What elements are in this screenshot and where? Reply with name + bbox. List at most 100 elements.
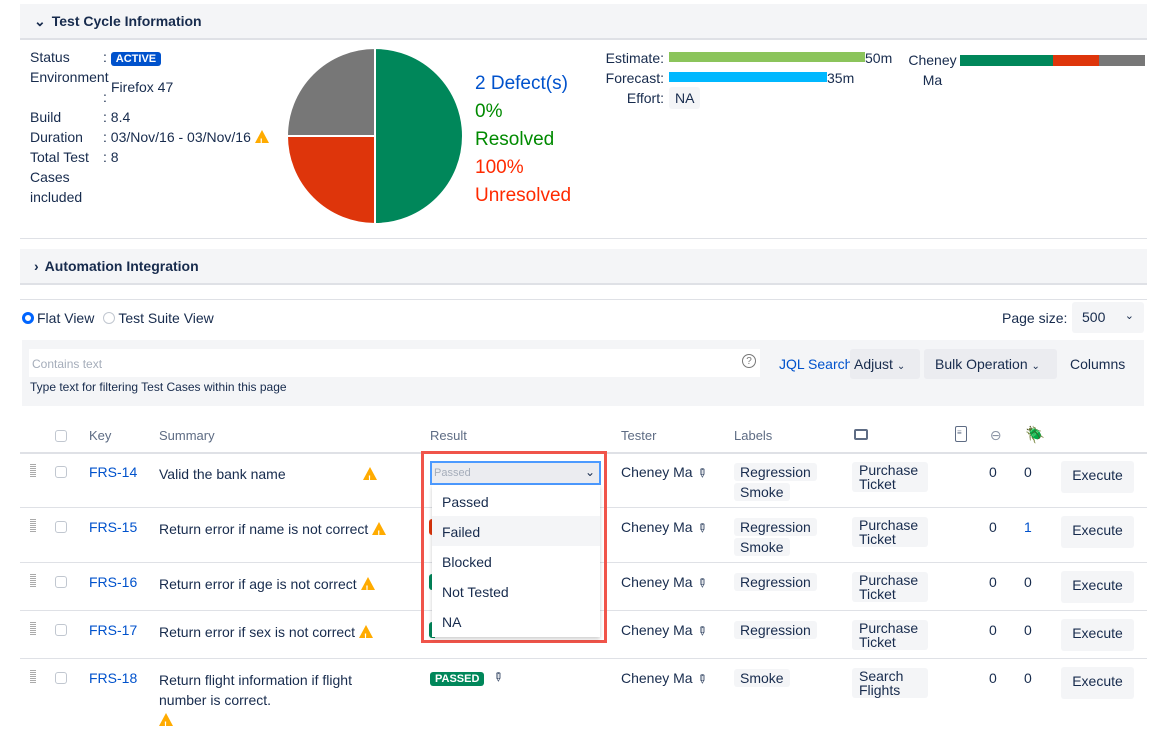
row-checkbox[interactable]	[55, 521, 67, 533]
col-labels[interactable]: Labels	[734, 428, 773, 443]
component-tag: Purchase Ticket	[852, 620, 928, 650]
label-tag: Regression	[734, 621, 817, 639]
result-select[interactable]: Passed ⌄	[430, 461, 601, 485]
flat-view-radio[interactable]	[22, 312, 34, 324]
drag-handle-icon[interactable]	[30, 670, 36, 684]
flat-view-label[interactable]: Flat View	[37, 310, 95, 326]
defect-summary: 2 Defect(s) 0% Resolved 100% Unresolved	[475, 70, 571, 210]
summary-cell: Return error if name is not correct	[159, 519, 419, 544]
estimate-bar	[669, 52, 865, 62]
environment-label: Environment	[30, 69, 109, 85]
execute-button[interactable]: Execute	[1061, 461, 1134, 493]
result-option-na[interactable]: NA	[442, 614, 462, 630]
forecast-value: 35m	[827, 70, 855, 86]
page-size-select[interactable]: 500 ⌄	[1072, 302, 1144, 333]
pie-slice-failed	[286, 135, 376, 226]
result-option-passed[interactable]: Passed	[442, 494, 489, 510]
test-step-count: 0	[989, 670, 997, 686]
row-checkbox[interactable]	[55, 576, 67, 588]
row-divider	[20, 658, 1147, 659]
defect-count-link[interactable]: 2 Defect(s)	[475, 73, 568, 94]
drag-handle-icon[interactable]	[30, 464, 36, 478]
summary-cell: Valid the bank name	[159, 464, 419, 489]
tester-name: Cheney Ma	[621, 670, 693, 686]
col-summary[interactable]: Summary	[159, 428, 215, 443]
edit-icon[interactable]: ✎	[693, 464, 711, 482]
bug-icon: 🪲	[1025, 427, 1045, 444]
environment-value: Firefox 47	[111, 79, 174, 95]
edit-icon[interactable]: ✎	[489, 668, 507, 686]
col-key[interactable]: Key	[89, 428, 112, 443]
tester-name: Cheney Ma	[621, 519, 693, 535]
execute-button[interactable]: Execute	[1061, 516, 1134, 548]
test-step-count: 0	[989, 622, 997, 638]
execute-button[interactable]: Execute	[1061, 667, 1134, 699]
warning-icon	[254, 130, 269, 152]
result-option-not-tested[interactable]: Not Tested	[442, 584, 509, 600]
col-result[interactable]: Result	[430, 428, 467, 443]
warning-icon	[363, 467, 377, 489]
edit-icon[interactable]: ✎	[693, 622, 711, 640]
result-badge[interactable]: PASSED	[430, 672, 485, 686]
pie-slice-not-tested	[286, 47, 376, 137]
row-checkbox[interactable]	[55, 466, 67, 478]
select-all-checkbox[interactable]	[55, 430, 67, 442]
adjust-button[interactable]: Adjust ⌄	[850, 349, 920, 379]
filter-input[interactable]: Contains text ?	[29, 349, 760, 377]
status-badge: ACTIVE	[110, 52, 162, 66]
duration-value: 03/Nov/16 - 03/Nov/16	[110, 129, 251, 145]
execute-button[interactable]: Execute	[1061, 571, 1134, 603]
defect-count: 0	[1024, 464, 1032, 480]
label-tag: Regression	[734, 518, 817, 536]
row-checkbox[interactable]	[55, 672, 67, 684]
issue-key-link[interactable]: FRS-15	[89, 519, 138, 535]
result-options-menu: Passed Failed Blocked Not Tested NA	[432, 485, 600, 637]
build-value: 8.4	[110, 109, 131, 125]
label-tag: Smoke	[734, 669, 790, 687]
defect-count[interactable]: 1	[1024, 519, 1032, 535]
bulk-operation-button[interactable]: Bulk Operation ⌄	[924, 349, 1057, 379]
result-select-value: Passed	[434, 467, 471, 479]
issue-key-link[interactable]: FRS-14	[89, 464, 138, 480]
summary-cell: Return error if sex is not correct	[159, 622, 419, 647]
issue-key-link[interactable]: FRS-16	[89, 574, 138, 590]
suite-view-radio[interactable]	[103, 312, 116, 324]
drag-handle-icon[interactable]	[30, 574, 36, 588]
edit-icon[interactable]: ✎	[693, 574, 711, 592]
test-cycle-header[interactable]: ⌄ Test Cycle Information	[20, 4, 1147, 40]
execute-button[interactable]: Execute	[1061, 619, 1134, 651]
issue-key-link[interactable]: FRS-17	[89, 622, 138, 638]
tester-cell: Cheney Ma✎	[621, 670, 711, 688]
col-tester[interactable]: Tester	[621, 428, 657, 443]
label-tag: Regression	[734, 573, 817, 591]
section-title: Test Cycle Information	[51, 13, 202, 29]
issue-key-link[interactable]: FRS-18	[89, 670, 138, 686]
edit-icon[interactable]: ✎	[693, 519, 711, 537]
summary-cell: Return error if age is not correct	[159, 574, 419, 599]
help-icon[interactable]: ?	[742, 354, 756, 368]
tester-name: Cheney Ma	[621, 574, 693, 590]
drag-handle-icon[interactable]	[30, 519, 36, 533]
test-step-count: 0	[989, 464, 997, 480]
pie-slice-passed	[374, 47, 464, 226]
unresolved-label: Unresolved	[475, 185, 572, 206]
jql-search-link[interactable]: JQL Search	[779, 356, 853, 372]
row-checkbox[interactable]	[55, 624, 67, 636]
effort-label: Effort:	[626, 90, 664, 106]
filter-bar: Contains text ? Type text for filtering …	[22, 340, 1144, 406]
suite-view-label[interactable]: Test Suite View	[118, 310, 214, 326]
forecast-label: Forecast:	[605, 70, 664, 86]
drag-handle-icon[interactable]	[30, 622, 36, 636]
result-option-failed[interactable]: Failed	[432, 516, 600, 546]
edit-icon[interactable]: ✎	[693, 670, 711, 688]
tester-name: Cheney Ma	[905, 50, 960, 90]
view-toggle: Flat View Test Suite View	[22, 310, 214, 326]
resolved-label: Resolved	[475, 129, 555, 150]
chevron-right-icon: ›	[34, 258, 39, 274]
automation-header[interactable]: › Automation Integration	[20, 249, 1147, 285]
attachment-icon: ⊘	[986, 425, 1007, 445]
component-tag: Purchase Ticket	[852, 517, 928, 547]
result-option-blocked[interactable]: Blocked	[442, 554, 492, 570]
columns-button[interactable]: Columns	[1070, 356, 1126, 372]
build-label: Build	[30, 109, 62, 125]
